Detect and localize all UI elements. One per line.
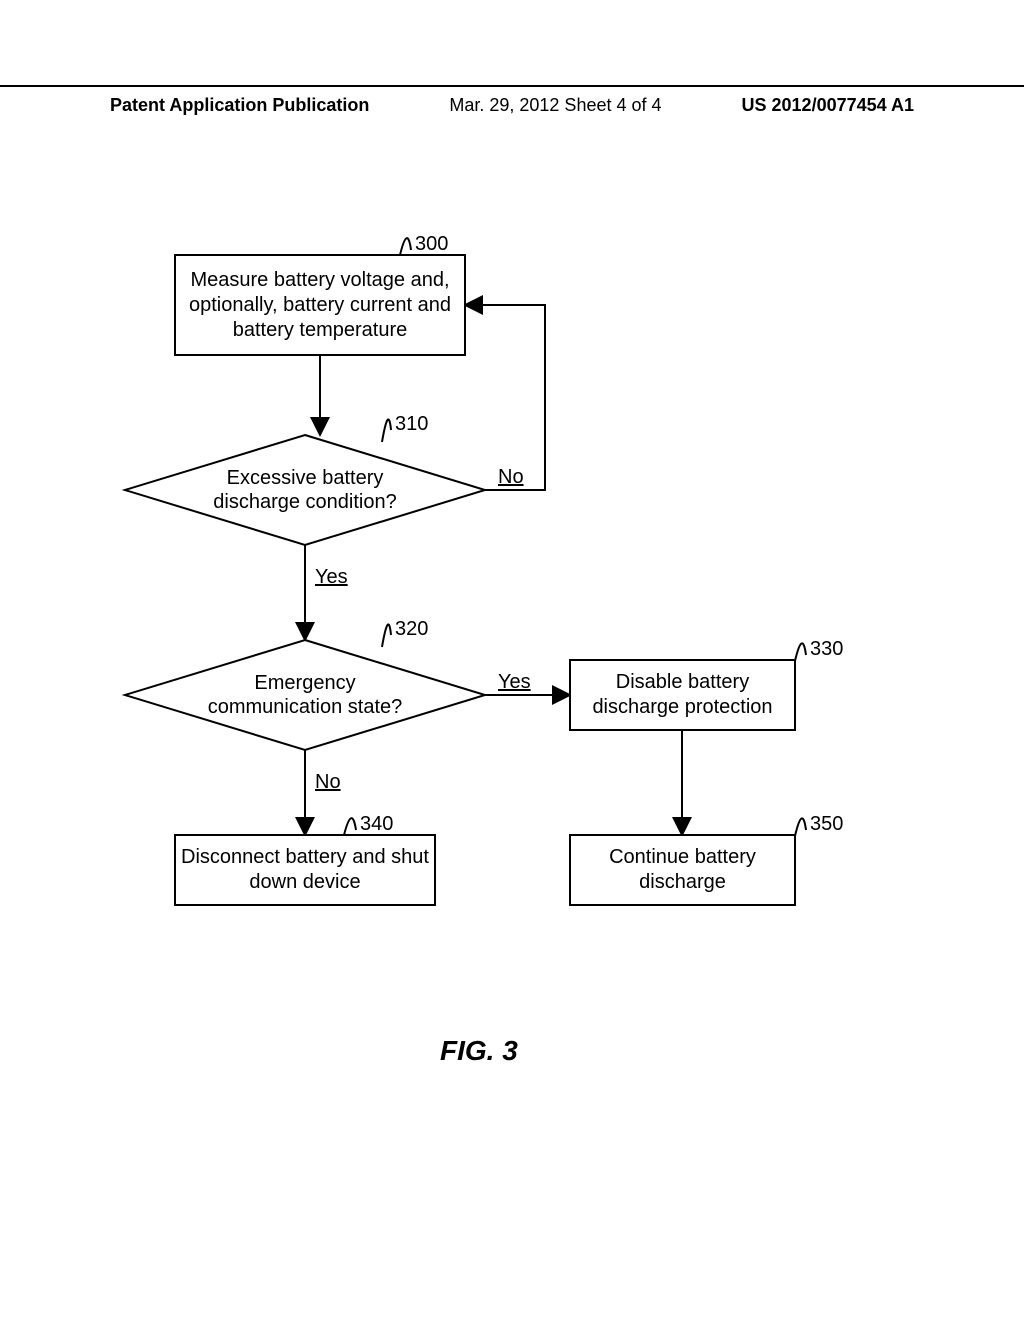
node-text-330: Disable battery discharge protection bbox=[574, 662, 791, 728]
node-text-310: Excessive battery discharge condition? bbox=[185, 460, 425, 520]
edge-label-320-340: No bbox=[315, 771, 341, 793]
edge-label-310-300: No bbox=[498, 466, 524, 488]
ref-hook-310 bbox=[382, 419, 391, 442]
ref-label-310: 310 bbox=[395, 413, 428, 435]
node-text-300: Measure battery voltage and, optionally,… bbox=[179, 257, 461, 353]
figure-caption: FIG. 3 bbox=[440, 1035, 518, 1067]
ref-label-330: 330 bbox=[810, 638, 843, 660]
ref-label-300: 300 bbox=[415, 233, 448, 255]
ref-hook-300 bbox=[400, 238, 411, 255]
edge-310-300 bbox=[465, 305, 545, 490]
node-text-320: Emergency communication state? bbox=[185, 665, 425, 725]
flowchart-svg: No Yes Yes No Measure battery voltage and, o… bbox=[0, 0, 1024, 1320]
ref-label-340: 340 bbox=[360, 813, 393, 835]
node-text-350: Continue battery discharge bbox=[574, 837, 791, 903]
ref-hook-350 bbox=[795, 818, 806, 836]
ref-label-320: 320 bbox=[395, 618, 428, 640]
edge-label-310-320: Yes bbox=[315, 566, 348, 588]
ref-hook-340 bbox=[344, 818, 356, 835]
node-text-340: Disconnect battery and shut down device bbox=[179, 837, 431, 903]
ref-hook-330 bbox=[795, 643, 806, 661]
ref-label-350: 350 bbox=[810, 813, 843, 835]
edge-label-320-330: Yes bbox=[498, 671, 531, 693]
ref-hook-320 bbox=[382, 624, 391, 647]
